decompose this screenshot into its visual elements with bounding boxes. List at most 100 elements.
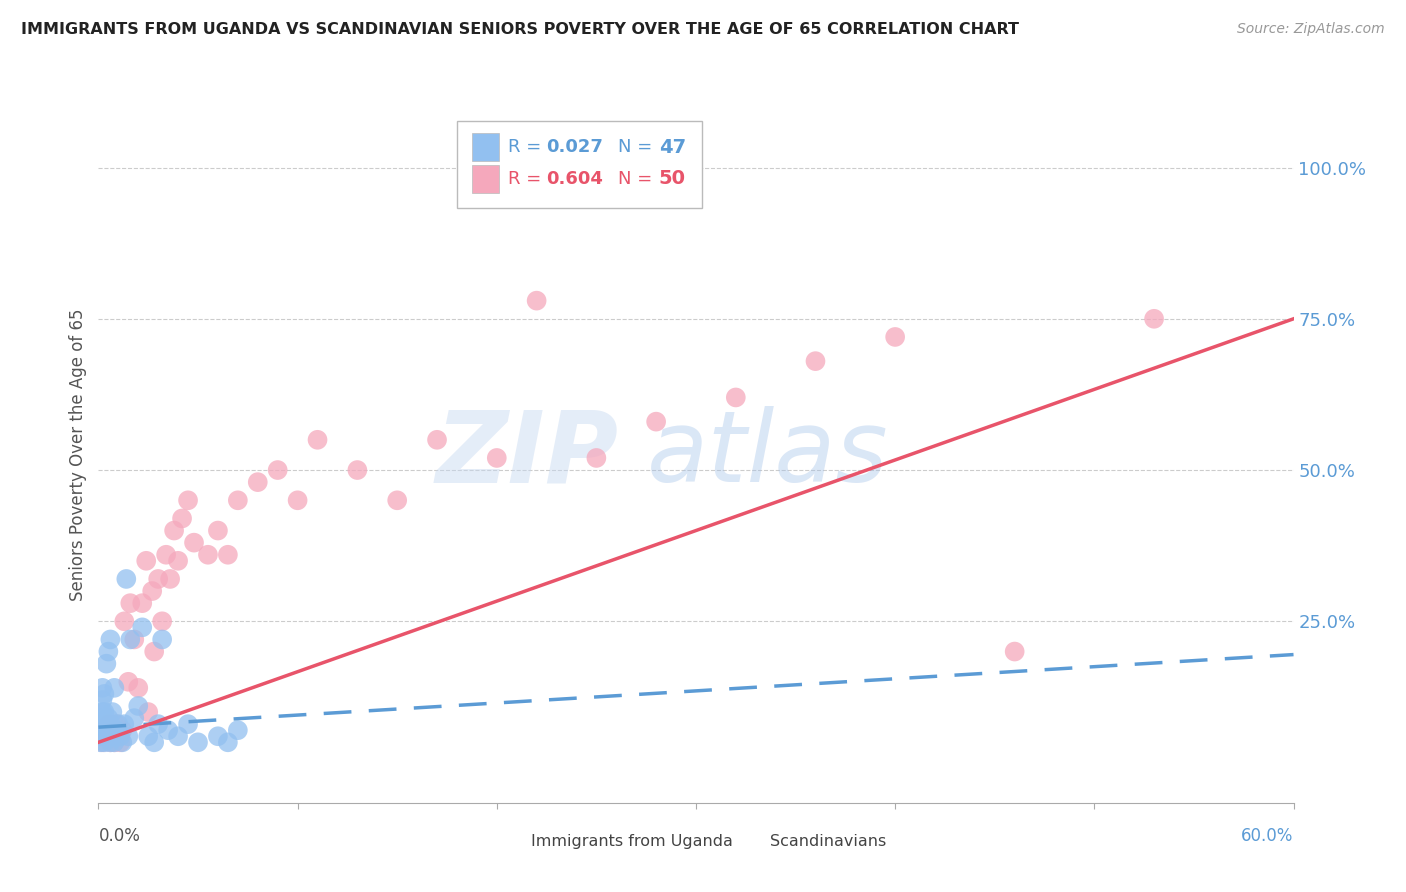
FancyBboxPatch shape: [738, 830, 762, 852]
Point: [112, 717, 135, 731]
Point: [98, 717, 122, 731]
Point: [91, 681, 114, 695]
Point: [103, 681, 125, 695]
Point: [148, 572, 170, 586]
Point: [148, 717, 170, 731]
Point: [207, 524, 229, 538]
Point: [91, 729, 114, 743]
Point: [485, 450, 508, 465]
Point: [105, 717, 128, 731]
Point: [127, 681, 149, 695]
Point: [385, 493, 409, 508]
Point: [155, 548, 177, 562]
Point: [97, 644, 120, 658]
Point: [426, 433, 449, 447]
Point: [89, 723, 111, 738]
Point: [585, 450, 607, 465]
Y-axis label: Seniors Poverty Over the Age of 65: Seniors Poverty Over the Age of 65: [69, 309, 87, 601]
Text: 0.027: 0.027: [547, 138, 603, 156]
Point: [131, 620, 153, 634]
Point: [136, 729, 159, 743]
Text: 0.604: 0.604: [547, 169, 603, 187]
Point: [115, 572, 138, 586]
Point: [117, 674, 139, 689]
Point: [136, 705, 159, 719]
Point: [884, 330, 907, 344]
Point: [103, 735, 125, 749]
Point: [93, 723, 115, 738]
Point: [172, 511, 194, 525]
Point: [163, 524, 186, 538]
Point: [724, 391, 747, 405]
Point: [217, 735, 239, 749]
Text: R =: R =: [509, 138, 547, 156]
Point: [217, 548, 239, 562]
Point: [98, 735, 122, 749]
Point: [89, 711, 111, 725]
Point: [141, 584, 163, 599]
Text: ZIP: ZIP: [436, 407, 619, 503]
Point: [143, 644, 166, 658]
Text: N =: N =: [619, 138, 658, 156]
Point: [167, 729, 190, 743]
Point: [226, 493, 249, 508]
Point: [246, 475, 269, 490]
Point: [645, 415, 668, 429]
Point: [124, 711, 146, 725]
Point: [111, 735, 134, 749]
Point: [96, 729, 118, 743]
Point: [183, 535, 205, 549]
Point: [101, 729, 124, 743]
Point: [1004, 644, 1026, 658]
Point: [91, 705, 114, 719]
Point: [96, 657, 118, 671]
Point: [187, 735, 209, 749]
Point: [89, 735, 111, 749]
Text: atlas: atlas: [647, 407, 889, 503]
Point: [96, 729, 118, 743]
FancyBboxPatch shape: [499, 830, 523, 852]
Point: [97, 723, 120, 738]
Point: [91, 735, 114, 749]
Point: [1143, 311, 1166, 326]
Point: [150, 615, 173, 629]
FancyBboxPatch shape: [472, 134, 499, 161]
Point: [105, 723, 128, 738]
Text: 50: 50: [659, 169, 686, 188]
Text: Scandinavians: Scandinavians: [770, 833, 886, 848]
Point: [107, 717, 129, 731]
Text: Source: ZipAtlas.com: Source: ZipAtlas.com: [1237, 22, 1385, 37]
FancyBboxPatch shape: [457, 121, 702, 208]
Point: [120, 596, 142, 610]
Point: [93, 735, 115, 749]
Point: [107, 729, 129, 743]
Point: [101, 705, 124, 719]
Point: [97, 711, 120, 725]
Point: [91, 693, 114, 707]
Point: [93, 723, 115, 738]
Point: [346, 463, 368, 477]
Point: [150, 632, 173, 647]
Text: 47: 47: [659, 138, 686, 157]
Point: [167, 554, 190, 568]
Point: [177, 717, 200, 731]
Point: [103, 735, 125, 749]
Text: 60.0%: 60.0%: [1241, 827, 1294, 845]
Point: [159, 572, 181, 586]
Point: [101, 729, 124, 743]
Point: [117, 729, 139, 743]
Point: [157, 723, 180, 738]
Point: [110, 735, 132, 749]
Point: [143, 735, 166, 749]
Point: [97, 717, 120, 731]
Point: [804, 354, 827, 368]
Point: [124, 632, 146, 647]
Point: [120, 632, 142, 647]
Text: N =: N =: [619, 169, 658, 187]
FancyBboxPatch shape: [472, 165, 499, 193]
Point: [197, 548, 219, 562]
Point: [177, 493, 200, 508]
Point: [267, 463, 290, 477]
Point: [98, 735, 122, 749]
Point: [131, 596, 153, 610]
